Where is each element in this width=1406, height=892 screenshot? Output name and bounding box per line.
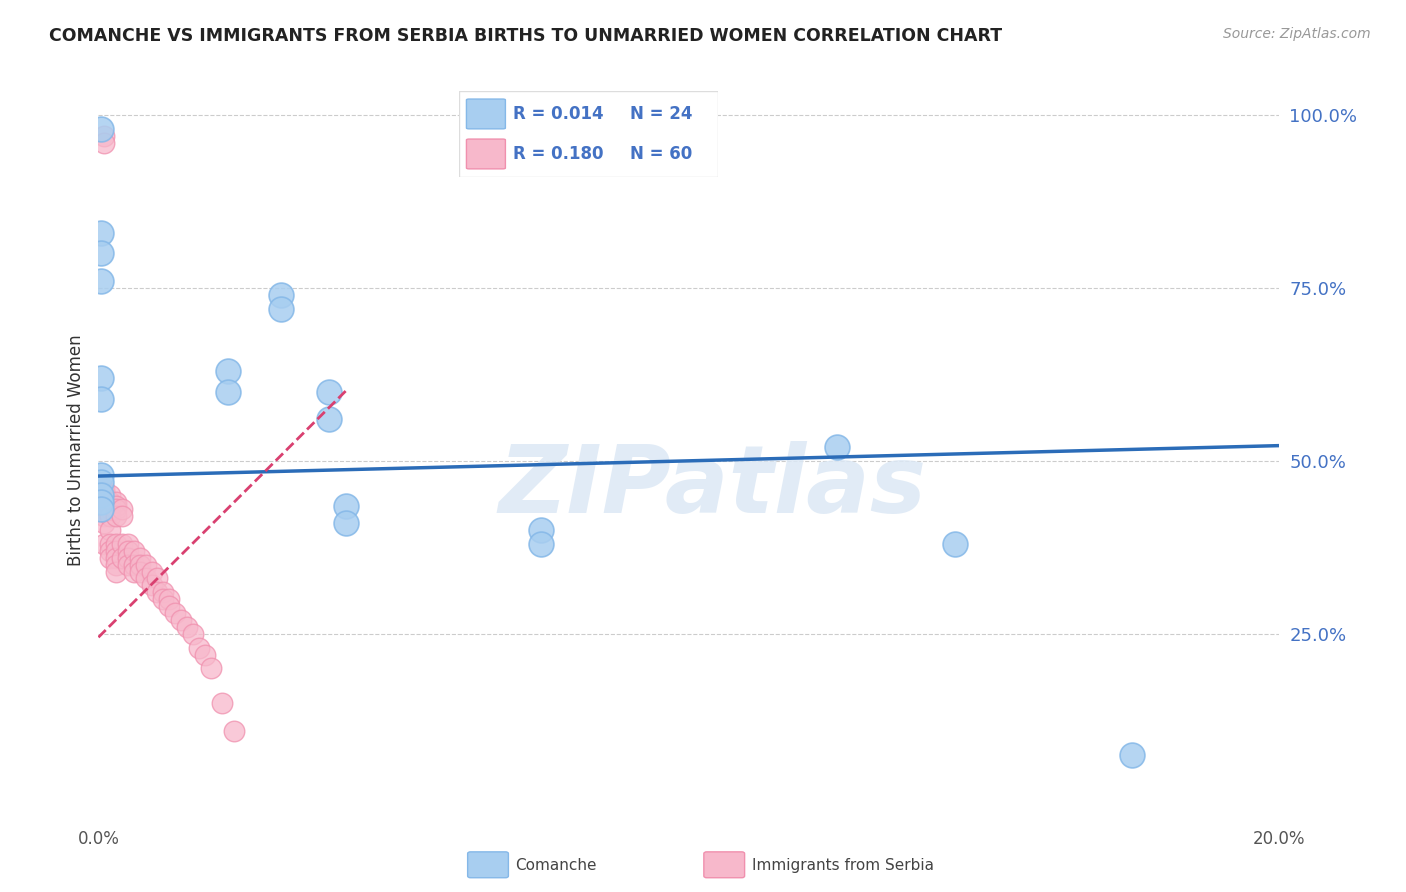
Point [943,537,966,551]
Point [111,509,134,524]
Point [93,537,115,551]
Point [90,226,112,240]
Point [105,502,128,516]
Point [157,599,180,614]
Point [135,558,157,572]
Point [211,696,233,710]
Point [93,488,115,502]
Point [270,287,292,301]
Point [270,301,292,316]
Point [141,578,163,592]
Point [181,627,204,641]
Point [105,509,128,524]
Point [98,543,121,558]
Point [217,384,239,399]
Point [90,392,112,406]
Text: COMANCHE VS IMMIGRANTS FROM SERBIA BIRTHS TO UNMARRIED WOMEN CORRELATION CHART: COMANCHE VS IMMIGRANTS FROM SERBIA BIRTH… [49,27,1002,45]
Point [93,482,115,496]
Point [98,550,121,565]
Point [146,585,169,599]
Text: Comanche: Comanche [516,858,598,872]
Point [90,488,112,502]
Point [98,523,121,537]
Point [98,509,121,524]
Point [98,495,121,509]
Text: Immigrants from Serbia: Immigrants from Serbia [752,858,934,872]
Point [194,648,217,662]
Point [170,613,193,627]
Point [122,543,145,558]
Point [146,572,169,586]
Point [90,121,112,136]
Point [90,502,112,516]
Point [122,558,145,572]
Y-axis label: Births to Unmarried Women: Births to Unmarried Women [66,334,84,566]
Point [135,572,157,586]
Point [105,499,128,513]
Point [217,364,239,378]
Point [117,543,139,558]
Point [105,550,128,565]
Point [318,412,340,426]
Point [318,384,340,399]
Point [105,495,128,509]
Point [93,516,115,530]
Point [105,543,128,558]
Point [93,485,115,500]
Point [98,537,121,551]
Point [200,661,222,675]
Point [825,440,848,454]
Point [128,558,150,572]
Point [90,371,112,385]
Point [224,723,246,738]
Point [93,136,115,150]
Point [90,495,112,509]
Point [105,558,128,572]
Point [152,592,174,607]
Point [141,565,163,579]
Point [335,516,357,530]
Text: Source: ZipAtlas.com: Source: ZipAtlas.com [1223,27,1371,41]
Point [90,467,112,482]
Point [111,537,134,551]
Point [93,495,115,509]
Point [117,558,139,572]
Point [122,565,145,579]
Point [90,274,112,288]
Point [157,592,180,607]
Point [98,502,121,516]
Point [165,606,187,620]
Point [128,565,150,579]
Point [111,502,134,516]
Point [117,550,139,565]
Point [176,620,198,634]
Point [93,128,115,143]
Point [93,509,115,524]
Point [105,565,128,579]
Text: ZIPatlas: ZIPatlas [499,442,927,533]
Point [335,499,357,513]
Point [152,585,174,599]
Point [187,640,209,655]
Point [93,502,115,516]
Point [98,488,121,502]
Point [105,537,128,551]
Point [90,475,112,489]
Point [117,537,139,551]
Point [530,523,553,537]
Point [90,246,112,260]
Point [1121,747,1143,762]
Point [128,550,150,565]
Point [530,537,553,551]
Point [111,550,134,565]
